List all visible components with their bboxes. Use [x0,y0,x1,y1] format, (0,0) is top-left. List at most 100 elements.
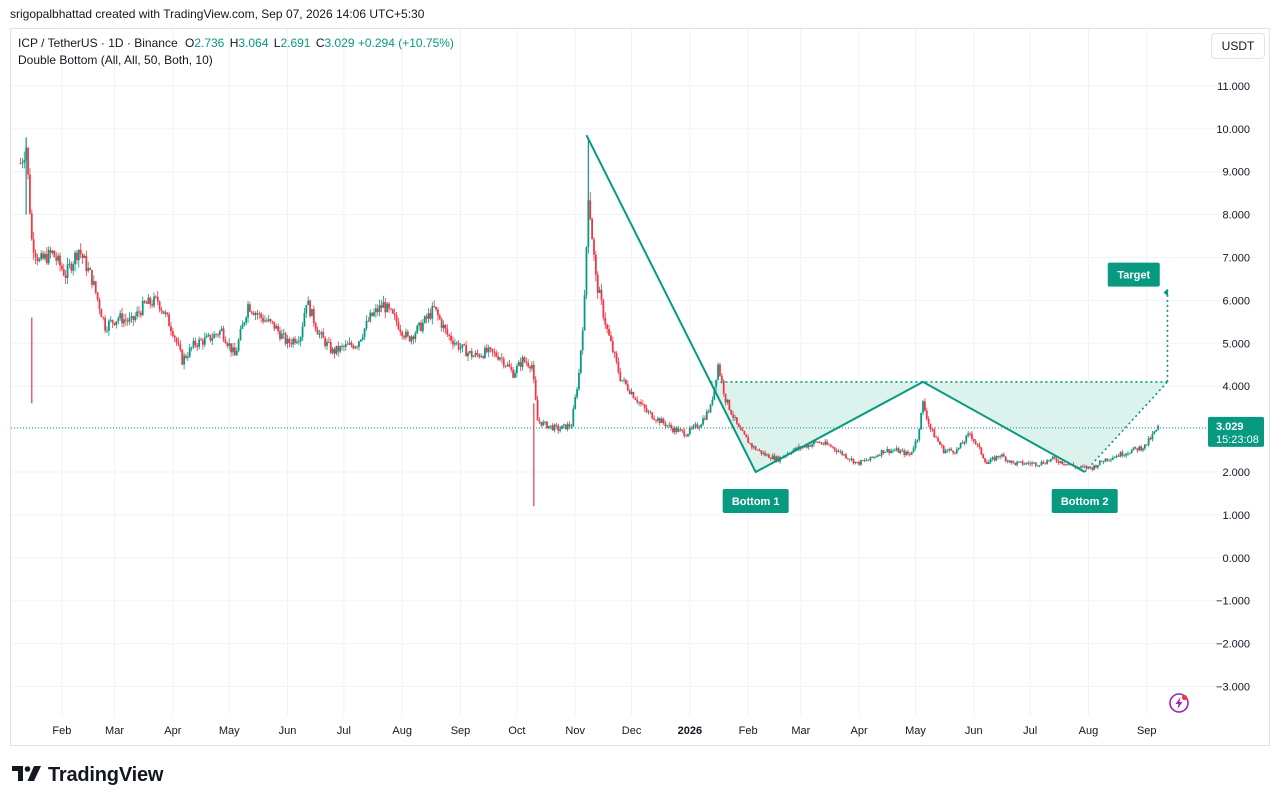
candle-body [991,457,994,459]
candle-body [395,315,398,323]
candle-body [292,338,295,345]
candle-body [252,312,255,316]
candle-body [1138,446,1141,451]
candle-body [749,442,751,444]
candle-body [318,334,321,335]
candle-body [1051,456,1054,459]
chart-attribution: srigopalbhattad created with TradingView… [10,7,425,21]
candle-body [602,300,605,318]
candle-body [829,445,832,447]
currency-selector[interactable]: USDT [1211,33,1265,59]
candle-body [162,311,165,314]
candle-body [745,434,748,438]
y-tick-label: 7.000 [1222,253,1250,265]
candle-body [117,318,120,322]
candle-body [215,334,217,335]
candle-body [641,403,644,405]
candle-body [365,320,368,329]
candle-body [814,441,817,443]
target-label: Target [1117,270,1150,282]
x-tick-label: May [905,725,926,737]
candle-body [226,343,229,346]
candle-body [993,457,996,461]
candle-body [453,343,456,345]
candle-body [421,322,424,332]
candle-body [908,454,911,455]
candle-body [68,263,71,265]
candle-body [207,334,210,336]
candle-body [796,447,798,450]
candle-body [850,458,853,460]
candle-body [1119,452,1122,457]
candle-body [237,340,240,351]
candle-body [224,339,227,344]
candle-body [1153,431,1156,434]
candle-body [732,414,735,418]
candle-body [955,449,958,454]
candle-body [450,335,452,341]
x-tick-label: Sep [451,725,471,737]
candle-body [628,390,631,394]
candle-body [978,444,981,448]
candle-body [350,342,353,346]
candle-body [275,326,278,329]
candle-body [333,348,336,354]
candle-body [688,427,691,434]
candle-body [286,338,289,344]
candle-body [508,364,511,368]
candle-body [1033,462,1035,464]
candle-body [243,322,246,325]
candle-body [188,347,191,357]
candle-body [630,392,633,394]
candle-body [356,346,358,348]
candle-body [636,399,639,403]
candle-body [397,322,400,330]
candle-body [309,300,311,317]
candle-body [1085,466,1088,469]
candle-body [1081,466,1084,468]
candle-body [1031,462,1033,465]
brand-footer[interactable]: TradingView [12,763,163,787]
target-arrowhead [1163,288,1169,297]
candle-body [233,347,236,356]
candle-body [1104,458,1107,462]
candle-body [685,435,688,437]
candle-body [865,460,868,461]
candle-body [769,458,772,460]
lightning-icon[interactable] [1168,692,1190,714]
candle-body [53,250,56,258]
indicator-legend[interactable]: Double Bottom (All, All, 50, Both, 10) [18,53,213,67]
candle-body [329,342,332,353]
candle-body [106,330,108,332]
candle-body [625,379,627,385]
candle-body [386,303,389,313]
candle-body [959,442,962,448]
candle-body [510,367,513,370]
x-tick-label: Jun [279,725,297,737]
candle-body [414,333,417,340]
candle-body [1001,454,1003,457]
candle-body [307,300,310,306]
candle-body [698,427,701,429]
bottom-label: Bottom 2 [1061,496,1109,508]
candle-body [337,345,340,352]
candle-body [74,252,76,265]
candle-body [820,442,823,444]
candle-body [527,362,530,367]
candle-body [448,334,451,336]
candle-body [297,341,300,343]
candle-body [94,281,97,293]
candle-body [824,441,827,445]
candle-body [171,330,174,336]
candle-body [583,295,586,331]
candle-body [1018,461,1020,463]
candle-body [696,424,699,429]
candle-body [576,389,578,398]
candle-body [634,397,637,400]
candle-body [470,351,473,358]
candle-body [1151,433,1154,440]
symbol-name[interactable]: ICP / TetherUS · 1D · Binance [18,36,178,50]
candle-body [1117,455,1120,457]
